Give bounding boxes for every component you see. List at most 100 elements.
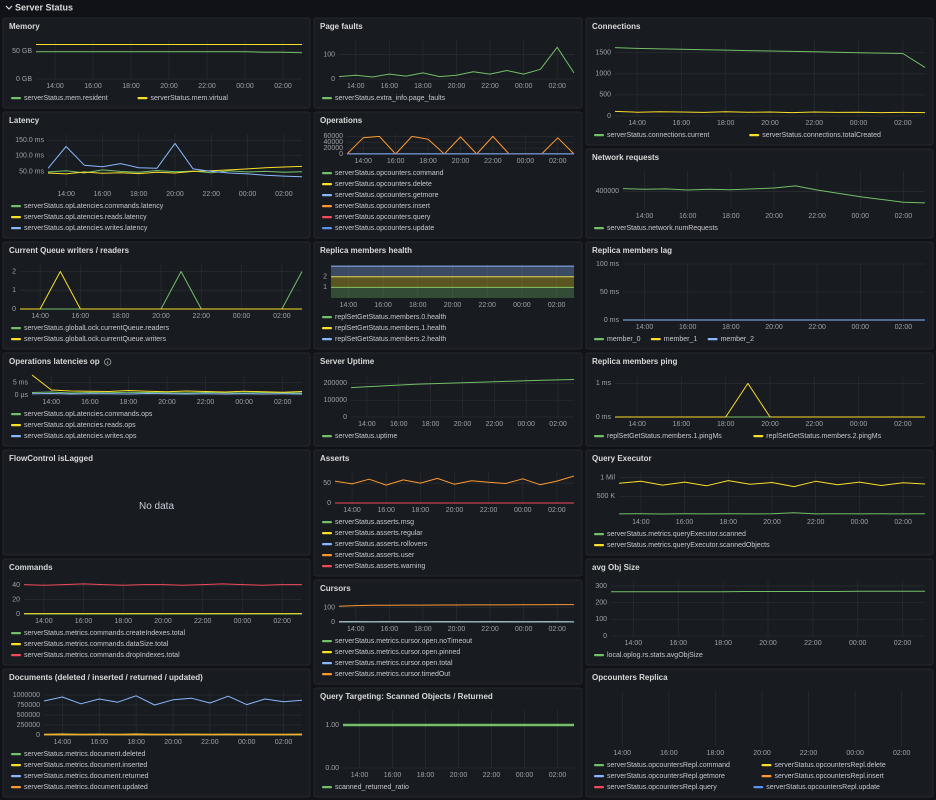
x-tick-label: 18:00: [417, 772, 435, 779]
legend-label[interactable]: serverStatus.opcountersRepl.update: [766, 784, 880, 791]
legend-label[interactable]: serverStatus.globalLock.currentQueue.rea…: [24, 325, 170, 332]
legend-label[interactable]: serverStatus.globalLock.currentQueue.wri…: [24, 336, 167, 343]
legend-label[interactable]: serverStatus.opcountersRepl.getmore: [607, 773, 725, 780]
x-tick-label: 00:00: [850, 120, 868, 127]
x-tick-label: 16:00: [384, 772, 402, 779]
collapse-chevron[interactable]: [5, 5, 13, 10]
y-tick-label: 0: [12, 306, 16, 313]
legend-label[interactable]: serverStatus.metrics.cursor.open.noTimeo…: [335, 638, 472, 645]
x-tick-label: 22:00: [484, 158, 502, 165]
legend-label[interactable]: serverStatus.opLatencies.reads.latency: [24, 214, 147, 221]
panel: [313, 449, 583, 577]
legend-label[interactable]: serverStatus.opcounters.getmore: [335, 192, 439, 199]
legend-swatch: [322, 673, 332, 676]
legend-label[interactable]: member_0: [607, 336, 641, 343]
legend-label[interactable]: serverStatus.opcounters.query: [335, 214, 431, 221]
legend-label[interactable]: replSetGetStatus.members.0.health: [335, 314, 446, 321]
legend-label[interactable]: serverStatus.opcounters.delete: [335, 181, 432, 188]
legend-label[interactable]: serverStatus.asserts.msg: [335, 519, 414, 526]
legend-label[interactable]: serverStatus.opcountersRepl.insert: [775, 773, 884, 780]
panel-title: Query Targeting: Scanned Objects / Retur…: [320, 692, 493, 701]
series-line: [611, 590, 925, 593]
legend-label[interactable]: replSetGetStatus.members.1.health: [335, 325, 446, 332]
legend-label[interactable]: serverStatus.opLatencies.writes.ops: [24, 433, 137, 440]
panel: [585, 352, 934, 447]
y-tick-label: 20: [12, 596, 20, 603]
x-tick-label: 00:00: [516, 772, 534, 779]
legend-label[interactable]: serverStatus.opcountersRepl.query: [607, 784, 717, 791]
legend-label[interactable]: serverStatus.opcounters.insert: [335, 203, 430, 210]
x-tick-label: 20:00: [761, 120, 779, 127]
x-tick-label: 02:00: [548, 302, 566, 309]
area-fill: [331, 287, 574, 298]
legend-label[interactable]: serverStatus.mem.resident: [24, 95, 108, 102]
legend-label[interactable]: replSetGetStatus.members.2.pingMs: [766, 433, 881, 440]
legend-label[interactable]: member_1: [664, 336, 698, 343]
legend-label[interactable]: serverStatus.metrics.queryExecutor.scann…: [607, 531, 746, 538]
legend-label[interactable]: serverStatus.metrics.queryExecutor.scann…: [607, 542, 770, 549]
legend-swatch: [753, 435, 764, 438]
legend-swatch: [11, 435, 21, 438]
x-tick-label: 18:00: [412, 507, 430, 514]
legend-label[interactable]: replSetGetStatus.members.2.health: [335, 336, 446, 343]
y-tick-label: 2: [323, 274, 327, 281]
series-line: [334, 475, 575, 486]
panel-title: Connections: [592, 22, 641, 31]
legend-label[interactable]: serverStatus.metrics.cursor.open.pinned: [335, 649, 460, 656]
legend-swatch: [594, 227, 604, 230]
legend-label[interactable]: serverStatus.mem.virtual: [151, 95, 229, 102]
legend-label[interactable]: serverStatus.metrics.commands.createInde…: [24, 630, 186, 637]
legend-label[interactable]: scanned_returned_ratio: [335, 784, 409, 791]
x-tick-label: 22:00: [481, 626, 499, 633]
legend-label[interactable]: replSetGetStatus.members.1.pingMs: [607, 433, 722, 440]
legend-label[interactable]: serverStatus.opLatencies.commands.latenc…: [24, 203, 164, 210]
x-tick-label: 18:00: [707, 750, 725, 757]
legend-label[interactable]: serverStatus.metrics.document.returned: [24, 773, 149, 780]
legend-swatch: [322, 543, 332, 546]
x-tick-label: 18:00: [722, 324, 740, 331]
x-tick-label: 14:00: [54, 739, 72, 746]
legend-label[interactable]: serverStatus.metrics.document.inserted: [24, 762, 147, 769]
legend-label[interactable]: serverStatus.asserts.warning: [335, 563, 425, 570]
legend-swatch: [11, 327, 21, 330]
row-title[interactable]: Server Status: [15, 2, 73, 12]
legend-label[interactable]: member_2: [721, 336, 755, 343]
legend-label[interactable]: serverStatus.metrics.commands.dataSize.t…: [24, 641, 169, 648]
panel-title: Server Uptime: [320, 357, 375, 366]
y-tick-label: 100: [323, 51, 335, 58]
panel-title: Commands: [9, 563, 53, 572]
legend-label[interactable]: serverStatus.connections.totalCreated: [762, 132, 881, 139]
x-tick-label: 20:00: [448, 83, 466, 90]
legend-swatch: [11, 654, 21, 657]
y-tick-label: 0: [343, 414, 347, 421]
x-tick-label: 16:00: [374, 302, 392, 309]
legend-label[interactable]: serverStatus.network.numRequests: [607, 225, 718, 232]
legend-swatch: [761, 764, 772, 767]
legend-label[interactable]: serverStatus.uptime: [335, 433, 397, 440]
legend-label[interactable]: serverStatus.opcounters.command: [335, 170, 444, 177]
legend-label[interactable]: serverStatus.metrics.document.updated: [24, 784, 148, 791]
legend-label[interactable]: serverStatus.asserts.regular: [335, 530, 423, 537]
legend-label[interactable]: serverStatus.metrics.document.deleted: [24, 751, 145, 758]
x-tick-label: 14:00: [636, 324, 654, 331]
legend-label[interactable]: local.oplog.rs.stats.avgObjSize: [607, 652, 703, 659]
x-tick-label: 14:00: [343, 507, 361, 514]
legend-label[interactable]: serverStatus.metrics.cursor.timedOut: [335, 671, 450, 678]
legend-label[interactable]: serverStatus.opLatencies.reads.ops: [24, 422, 136, 429]
legend-label[interactable]: serverStatus.metrics.cursor.open.total: [335, 660, 453, 667]
legend-label[interactable]: serverStatus.asserts.rollovers: [335, 541, 428, 548]
legend-label[interactable]: serverStatus.opcountersRepl.command: [607, 762, 730, 769]
panel-title: Memory: [9, 22, 40, 31]
legend-label[interactable]: serverStatus.opLatencies.commands.ops: [24, 411, 153, 418]
legend-label[interactable]: serverStatus.metrics.commands.dropIndexe…: [24, 652, 180, 659]
legend-label[interactable]: serverStatus.extra_info.page_faults: [335, 95, 446, 102]
legend-label[interactable]: serverStatus.opcounters.update: [335, 225, 434, 232]
legend-swatch: [11, 632, 21, 635]
legend-label[interactable]: serverStatus.asserts.user: [335, 552, 415, 559]
y-tick-label: 50 ms: [600, 289, 620, 296]
y-tick-label: 0 ms: [604, 317, 620, 324]
legend-label[interactable]: serverStatus.opLatencies.writes.latency: [24, 225, 148, 232]
legend-label[interactable]: serverStatus.opcountersRepl.delete: [775, 762, 886, 769]
panel-title: Query Executor: [592, 454, 652, 463]
legend-label[interactable]: serverStatus.connections.current: [607, 132, 709, 139]
